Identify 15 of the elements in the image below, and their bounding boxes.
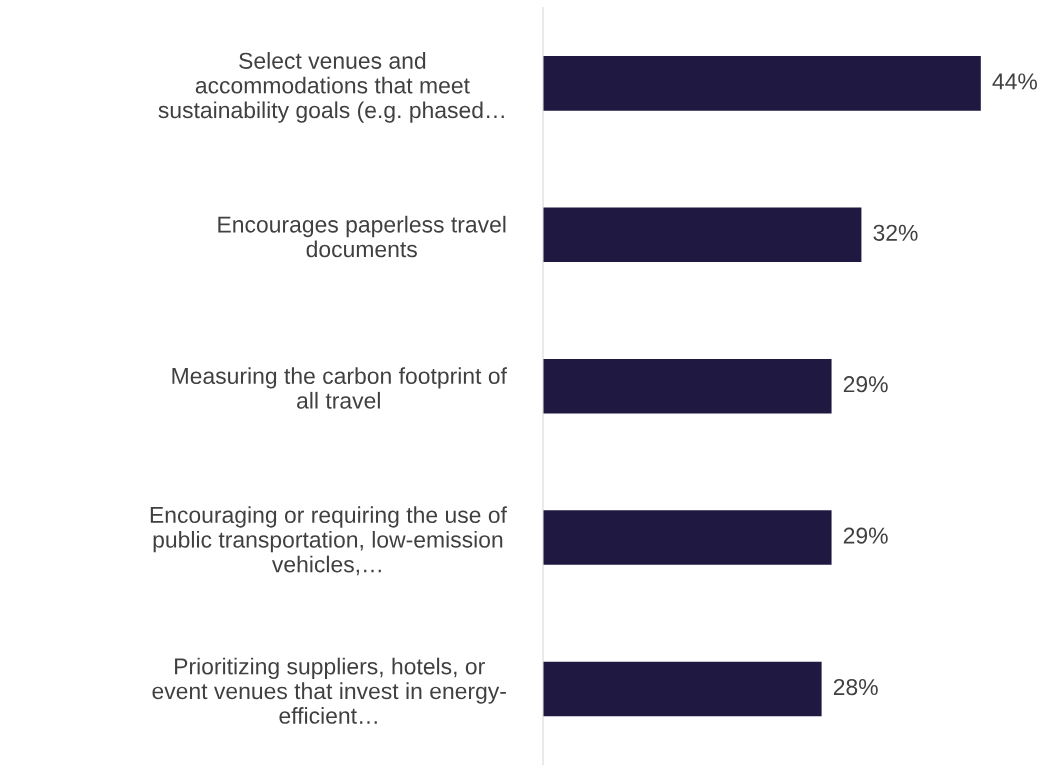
y-tick-label: Encouraging or requiring the use of public transportation, low-emission vehicles,… bbox=[150, 506, 507, 576]
data-label: 28% bbox=[833, 678, 878, 696]
bar bbox=[543, 358, 832, 414]
bar bbox=[543, 56, 981, 111]
bar bbox=[543, 207, 862, 263]
data-label: 29% bbox=[843, 527, 888, 544]
y-tick-label: Measuring the carbon footprint of all travel bbox=[172, 367, 507, 409]
y-tick-label: Encourages paperless travel documents bbox=[218, 215, 506, 258]
data-label: 32% bbox=[873, 224, 918, 241]
data-label: 44% bbox=[992, 73, 1037, 90]
y-tick-label: Prioritizing suppliers, hotels, or event venues that invest in energy- efficient… bbox=[152, 657, 506, 724]
bar bbox=[543, 510, 832, 565]
bar bbox=[543, 661, 822, 717]
y-tick-label: Select venues and accommodations that meet sustainability goals (e.g. phased… bbox=[158, 52, 504, 123]
data-label: 29% bbox=[843, 376, 888, 393]
